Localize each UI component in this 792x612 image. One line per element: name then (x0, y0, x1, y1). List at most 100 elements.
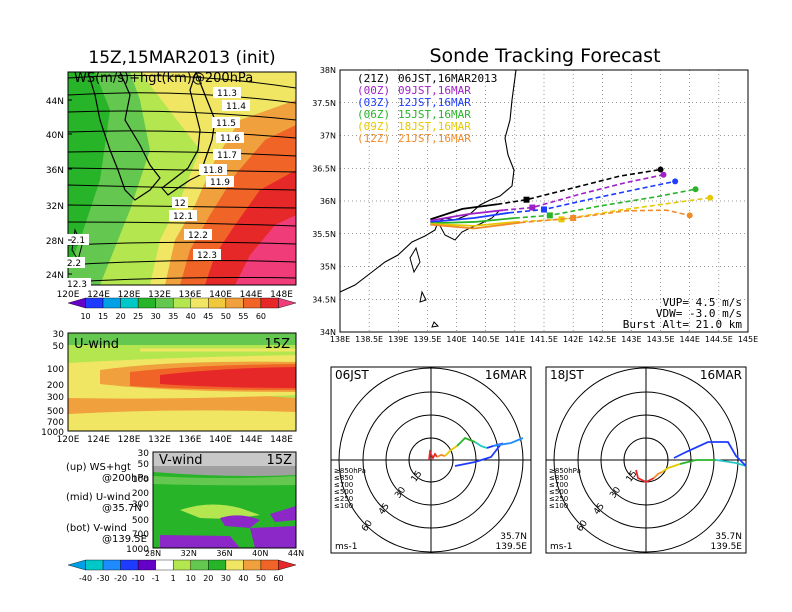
hodograph-trace (436, 454, 446, 458)
track-dashed (508, 180, 676, 214)
colorbar-label: 40 (238, 574, 248, 583)
location-lon: 139.5E (496, 542, 528, 552)
pressure-tick-label: 50 (53, 342, 65, 352)
lon-tick-label: 141E (505, 335, 525, 344)
lon-tick-label: 144E (240, 435, 263, 445)
legend-mid: (mid) U-wind (66, 492, 130, 503)
contour-label-bg (63, 257, 85, 268)
legend-bot: (bot) V-wind (66, 523, 127, 534)
legend-mid-level: @35.7N (102, 503, 142, 514)
colorbar-segment (278, 297, 297, 309)
contour-label: 11.7 (217, 151, 237, 161)
lat-tick-label: 44N (46, 97, 64, 107)
colorbar-label: 10 (186, 574, 196, 583)
pressure-tick-label: 300 (132, 500, 149, 510)
colorbar-segment (120, 559, 139, 571)
lon-tick-label: 136E (179, 435, 202, 445)
v-wind-field (153, 452, 296, 548)
lat-tick-label: 24N (46, 271, 64, 281)
pressure-tick-label: 500 (47, 407, 64, 417)
u-wind-time: 15Z (265, 337, 291, 352)
contour-label-bg (193, 249, 221, 260)
track-dashed (503, 174, 664, 211)
contour-label: 11.8 (203, 166, 223, 176)
colorbar-segment (85, 559, 104, 571)
lat-tick-label: 36N (320, 197, 336, 206)
lat-tick-label: 44N (288, 549, 304, 558)
lon-tick-label: 138.5E (355, 335, 383, 344)
track-solid (430, 209, 504, 222)
u-wind-field (68, 333, 296, 431)
track-solid (430, 211, 510, 223)
pressure-tick-label: 100 (132, 475, 149, 485)
legend-code: (21Z) (357, 72, 390, 85)
lon-tick-label: 120E (57, 435, 80, 445)
colorbar-segment (173, 297, 191, 309)
colorbar-segment (225, 559, 244, 571)
burst-marker (570, 215, 577, 222)
u-wind-lon-ticks: 120E 124E 128E 132E 136E 140E 144E 148E (57, 435, 294, 445)
level-legend: ≤700 (549, 481, 568, 489)
wind-speed-colorbar: 10 15 20 25 30 35 40 45 50 55 60 (67, 297, 297, 321)
track-dashed (514, 196, 711, 223)
colorbar-segment (85, 297, 104, 309)
pressure-tick-label: 300 (47, 393, 64, 403)
track-solid (430, 221, 515, 227)
main-title: Sonde Tracking Forecast (429, 45, 660, 67)
contour-labels: 11.3 11.4 11.5 11.6 11.7 11.8 11.9 12 12.1 12.2 12… (63, 87, 250, 290)
lon-tick-label: 140E (446, 335, 466, 344)
colorbar-segment (173, 559, 191, 571)
pressure-tick-label: 200 (132, 489, 149, 499)
legend-code: (00Z) (357, 84, 390, 97)
landing-marker (672, 178, 679, 185)
track-solid (430, 203, 498, 221)
legend-code: (06Z) (357, 108, 390, 121)
lon-tick-label: 136E (179, 290, 202, 300)
contour-label-bg (67, 234, 89, 245)
sonde-tracks (430, 166, 714, 230)
burst-marker (546, 212, 553, 219)
hodograph-time: 06JST (335, 368, 369, 382)
lon-tick-label: 132E (148, 435, 171, 445)
lat-tick-label: 36N (46, 166, 64, 176)
hodograph-date: 16MAR (700, 368, 742, 382)
legend-bot-level: @139.5E (102, 534, 147, 545)
lon-tick-label: 140.5E (472, 335, 500, 344)
contour-label-bg (222, 100, 250, 111)
left-map-lon-ticks: 120E 124E 128E 132E 136E 140E 144E 148E (57, 290, 294, 300)
lat-tick-label: 32N (46, 202, 64, 212)
param-vdw: VDW= -3.0 m/s (656, 307, 742, 320)
contour-label: 12.2 (188, 231, 208, 241)
contour-label-bg (213, 149, 241, 160)
track-solid (430, 217, 515, 225)
colorbar-label: 60 (256, 312, 266, 321)
colorbar-label: 45 (203, 312, 213, 321)
colorbar-label: -10 (132, 574, 145, 583)
colorbar-segment (190, 559, 209, 571)
level-legend: ≤250 (334, 495, 353, 503)
landing-marker (660, 171, 667, 178)
lat-tick-label: 37.5N (312, 99, 336, 108)
contour-label-bg (169, 210, 197, 221)
colorbar-segment (190, 297, 209, 309)
contour-label: 2.2 (67, 259, 81, 269)
legend-code: (03Z) (357, 96, 390, 109)
level-legend: ≥850hPa (334, 467, 366, 475)
colorbar-segment (67, 559, 86, 571)
lat-tick-label: 36.5N (312, 164, 336, 173)
colorbar-segment (102, 559, 121, 571)
lat-tick-label: 28N (145, 549, 161, 558)
lon-tick-label: 145E (738, 335, 758, 344)
v-wind-lat-ticks: 28N 32N 36N 40N 44N (145, 549, 304, 558)
landing-marker (692, 186, 699, 193)
coastline-bay (437, 209, 501, 241)
lon-tick-label: 128E (118, 290, 141, 300)
lon-tick-label: 144E (240, 290, 263, 300)
track-dashed (520, 209, 690, 224)
colorbar-segment (243, 297, 262, 309)
lon-tick-label: 142.5E (588, 335, 616, 344)
lat-tick-label: 35.5N (312, 230, 336, 239)
